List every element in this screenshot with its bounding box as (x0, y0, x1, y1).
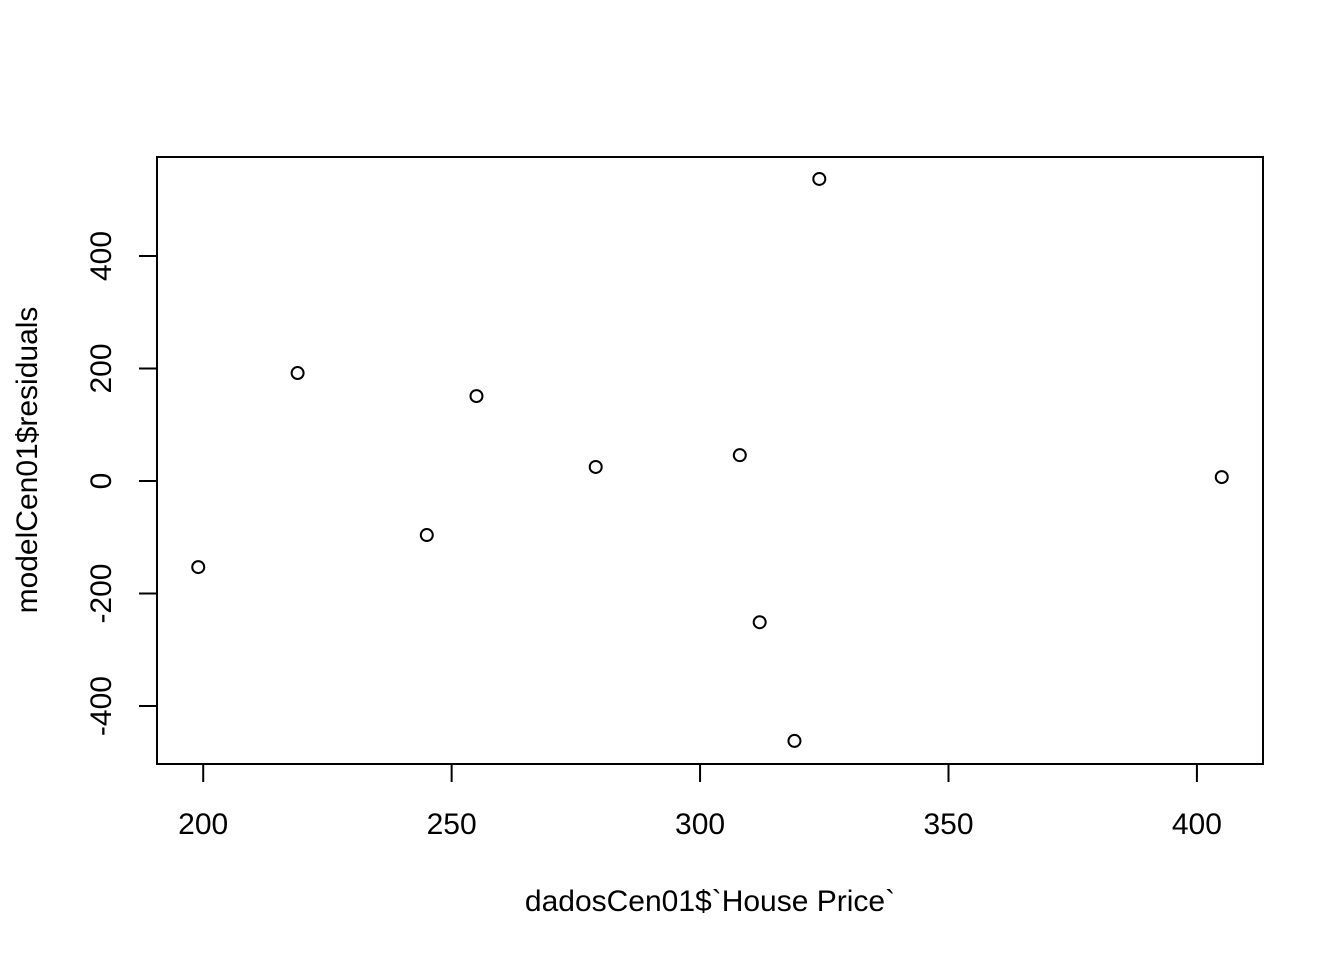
y-tick-label: 200 (85, 343, 118, 393)
plot-frame (156, 156, 1264, 765)
y-axis-title: modelCen01$residuals (11, 307, 44, 614)
data-point (191, 560, 206, 575)
y-tick-label: 0 (85, 473, 118, 490)
x-axis-title: dadosCen01$`House Price` (525, 885, 895, 918)
data-point (419, 528, 434, 543)
data-point (812, 171, 827, 186)
data-point (588, 459, 603, 474)
data-point (752, 615, 767, 630)
y-tick-label: -200 (85, 564, 118, 624)
x-tick-label: 250 (427, 808, 477, 841)
y-axis: -400 -200 0 200 400 (85, 231, 158, 736)
data-point (787, 733, 802, 748)
data-point (1214, 470, 1229, 485)
data-point (732, 448, 747, 463)
y-tick-label: -400 (85, 676, 118, 736)
y-tick-label: 400 (85, 231, 118, 281)
x-tick-label: 400 (1172, 808, 1222, 841)
x-tick-label: 350 (923, 808, 973, 841)
data-point (469, 389, 484, 404)
x-tick-label: 200 (178, 808, 228, 841)
x-axis: 200 250 300 350 400 (178, 763, 1222, 841)
data-point (290, 366, 305, 381)
x-tick-label: 300 (675, 808, 725, 841)
data-points (191, 171, 1229, 748)
